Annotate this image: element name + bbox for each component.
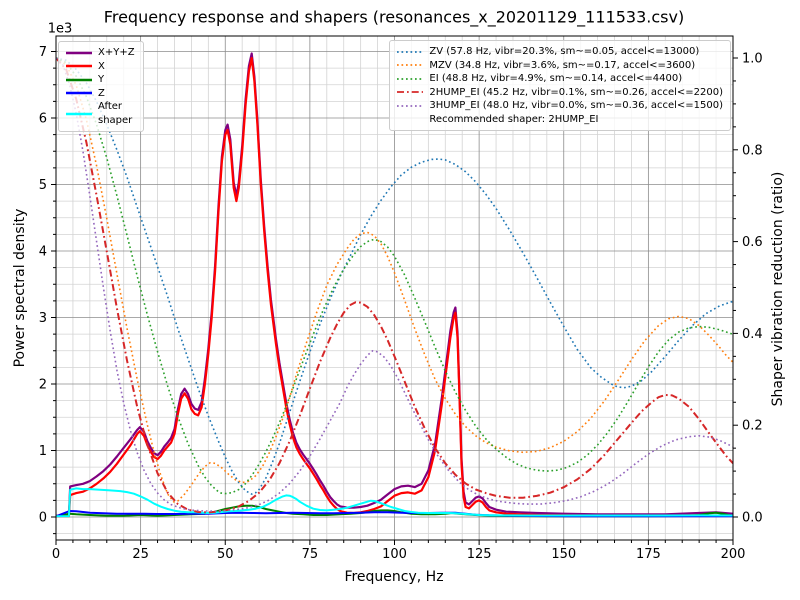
legend-item: X <box>66 60 136 74</box>
legend-item: Y <box>66 73 136 87</box>
x-tick-label: 200 <box>721 547 746 562</box>
legend-psd: X+Y+Z X Y Z After shaper <box>58 41 144 132</box>
series-2hump-ei <box>56 57 733 514</box>
legend-line-sample <box>66 65 92 68</box>
series-mzv <box>56 57 733 503</box>
y-left-tick-label: 4 <box>39 245 47 260</box>
x-tick-label: 175 <box>636 547 661 562</box>
legend-item: MZV (34.8 Hz, vibr=3.6%, sm~=0.17, accel… <box>397 59 723 73</box>
legend-line-sample <box>397 104 424 107</box>
legend-line-sample <box>397 77 424 80</box>
series-after-shaper <box>56 487 733 518</box>
series-lines <box>56 52 733 518</box>
y-left-tick-label: 0 <box>39 511 47 526</box>
legend-item-label: 3HUMP_EI (48.0 Hz, vibr=0.0%, sm~=0.36, … <box>429 100 723 111</box>
series-x <box>56 56 733 518</box>
y-left-tick-label: 5 <box>39 178 47 193</box>
y-left-tick-label: 6 <box>39 112 47 127</box>
legend-item-label: EI (48.8 Hz, vibr=4.9%, sm~=0.14, accel<… <box>429 73 683 84</box>
legend-line-sample <box>397 50 424 53</box>
chart-title: Frequency response and shapers (resonanc… <box>103 7 685 27</box>
y-axis-offset-text: 1e3 <box>47 21 73 37</box>
legend-item-label: After shaper <box>98 101 133 126</box>
y-left-tick-label: 3 <box>39 311 47 326</box>
y-right-tick-label: 0.0 <box>742 511 763 526</box>
x-tick-label: 75 <box>302 547 319 562</box>
x-tick-label: 0 <box>52 547 60 562</box>
legend-item: X+Y+Z <box>66 46 136 60</box>
legend-item-label: X <box>98 60 105 72</box>
legend-item-label: X+Y+Z <box>98 47 135 58</box>
legend-item-label: Z <box>98 87 105 99</box>
y-right-tick-label: 0.6 <box>742 235 763 250</box>
legend-item: After shaper <box>66 100 136 127</box>
x-axis-label: Frequency, Hz <box>344 569 444 585</box>
legend-item-label: ZV (57.8 Hz, vibr=20.3%, sm~=0.05, accel… <box>429 46 700 57</box>
tick-marks <box>51 51 738 545</box>
legend-line-sample <box>66 51 92 54</box>
x-tick-label: 25 <box>132 547 149 562</box>
x-tick-label: 125 <box>467 547 492 562</box>
legend-line-sample <box>66 78 92 81</box>
legend-item: 2HUMP_EI (45.2 Hz, vibr=0.1%, sm~=0.26, … <box>397 86 723 100</box>
y-right-tick-label: 0.4 <box>742 327 763 342</box>
legend-line-sample <box>66 112 92 115</box>
x-tick-label: 100 <box>382 547 407 562</box>
legend-item: 3HUMP_EI (48.0 Hz, vibr=0.0%, sm~=0.36, … <box>397 99 723 113</box>
legend-item-label: 2HUMP_EI (45.2 Hz, vibr=0.1%, sm~=0.26, … <box>429 86 723 98</box>
x-tick-label: 50 <box>217 547 234 562</box>
legend-item-label: MZV (34.8 Hz, vibr=3.6%, sm~=0.17, accel… <box>429 59 696 71</box>
tick-labels: 0 25 50 75 100 125 150 175 200 0 1 2 3 4 5 6 7 0.0 0.2 0.4 0… <box>39 45 763 562</box>
y-axis-label-right: Shaper vibration reduction (ratio) <box>770 171 786 407</box>
legend-line-sample <box>397 64 424 67</box>
y-right-tick-label: 0.8 <box>742 143 763 158</box>
legend-item: ZV (57.8 Hz, vibr=20.3%, sm~=0.05, accel… <box>397 45 723 59</box>
legend-item: EI (48.8 Hz, vibr=4.9%, sm~=0.14, accel<… <box>397 72 723 86</box>
y-left-tick-label: 2 <box>39 378 47 393</box>
legend-item: Z <box>66 87 136 101</box>
y-axis-label-left: Power spectral density <box>12 208 28 368</box>
y-left-tick-label: 7 <box>39 45 47 60</box>
legend-item-label: Y <box>98 74 105 85</box>
y-right-tick-label: 0.2 <box>742 419 763 434</box>
x-tick-label: 150 <box>551 547 576 562</box>
legend-line-sample <box>66 92 92 95</box>
legend-recommendation: Recommended shaper: 2HUMP_EI <box>429 113 599 125</box>
y-left-tick-label: 1 <box>39 444 47 459</box>
y-right-tick-label: 1.0 <box>742 52 763 67</box>
legend-shapers: ZV (57.8 Hz, vibr=20.3%, sm~=0.05, accel… <box>389 40 731 131</box>
legend-line-sample <box>397 91 424 94</box>
